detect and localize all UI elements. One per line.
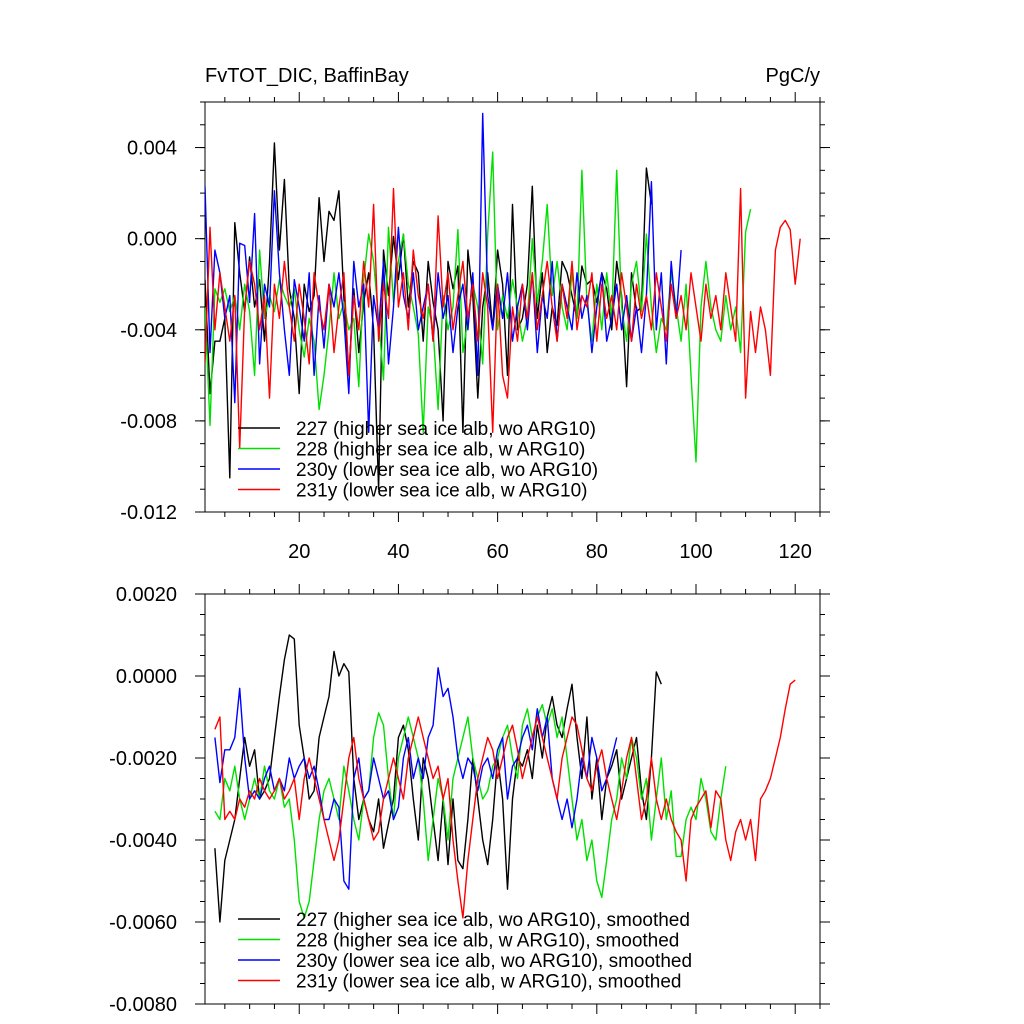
y-tick-label: -0.012 [120, 502, 177, 524]
legend-label: 228 (higher sea ice alb, w ARG10) [296, 440, 585, 461]
legend-label: 230y (lower sea ice alb, wo ARG10) [296, 460, 598, 481]
series-line-228 [214, 704, 727, 919]
y-tick-label: -0.0020 [109, 748, 177, 770]
bottom-panel: -0.0080 -0.0060 -0.0040 -0.0020 0.0000 0.0020… [109, 584, 830, 1016]
series-line-231y [205, 187, 801, 449]
top-panel: FvTOT_DIC, BaffinBay PgC/y 20 40 60 80 100 12… [120, 65, 830, 563]
x-tick-label: 20 [288, 541, 310, 563]
legend-label: 230y (lower sea ice alb, wo ARG10), smoo… [296, 951, 692, 972]
chart-title: FvTOT_DIC, BaffinBay [205, 65, 409, 87]
x-tick-label: 80 [586, 541, 608, 563]
series-line-230y [214, 667, 618, 890]
series-line-230y [205, 112, 682, 433]
chart-units: PgC/y [766, 65, 820, 87]
y-tick-label: 0.004 [127, 138, 177, 160]
y-tick-label: 0.0000 [116, 666, 177, 688]
y-tick-label: -0.008 [120, 411, 177, 433]
x-tick-label: 60 [486, 541, 508, 563]
series-line-228 [205, 151, 752, 463]
x-tick-label: 100 [679, 541, 712, 563]
series-line-231y [214, 679, 796, 919]
y-tick-label: 0.000 [127, 229, 177, 251]
y-tick-label: -0.0080 [109, 994, 177, 1016]
x-tick-label: 120 [779, 541, 812, 563]
y-tick-label: -0.0060 [109, 912, 177, 934]
y-tick-label: -0.0040 [109, 830, 177, 852]
series-line-227 [214, 634, 662, 923]
legend-label: 228 (higher sea ice alb, w ARG10), smoot… [296, 931, 679, 952]
legend-label: 227 (higher sea ice alb, wo ARG10), smoo… [296, 910, 690, 931]
legend-label: 227 (higher sea ice alb, wo ARG10) [296, 419, 596, 440]
legend-label: 231y (lower sea ice alb, w ARG10), smoot… [296, 972, 681, 993]
x-tick-label: 40 [387, 541, 409, 563]
legend-label: 231y (lower sea ice alb, w ARG10) [296, 481, 587, 502]
y-tick-label: -0.004 [120, 320, 177, 342]
y-tick-label: 0.0020 [116, 584, 177, 606]
